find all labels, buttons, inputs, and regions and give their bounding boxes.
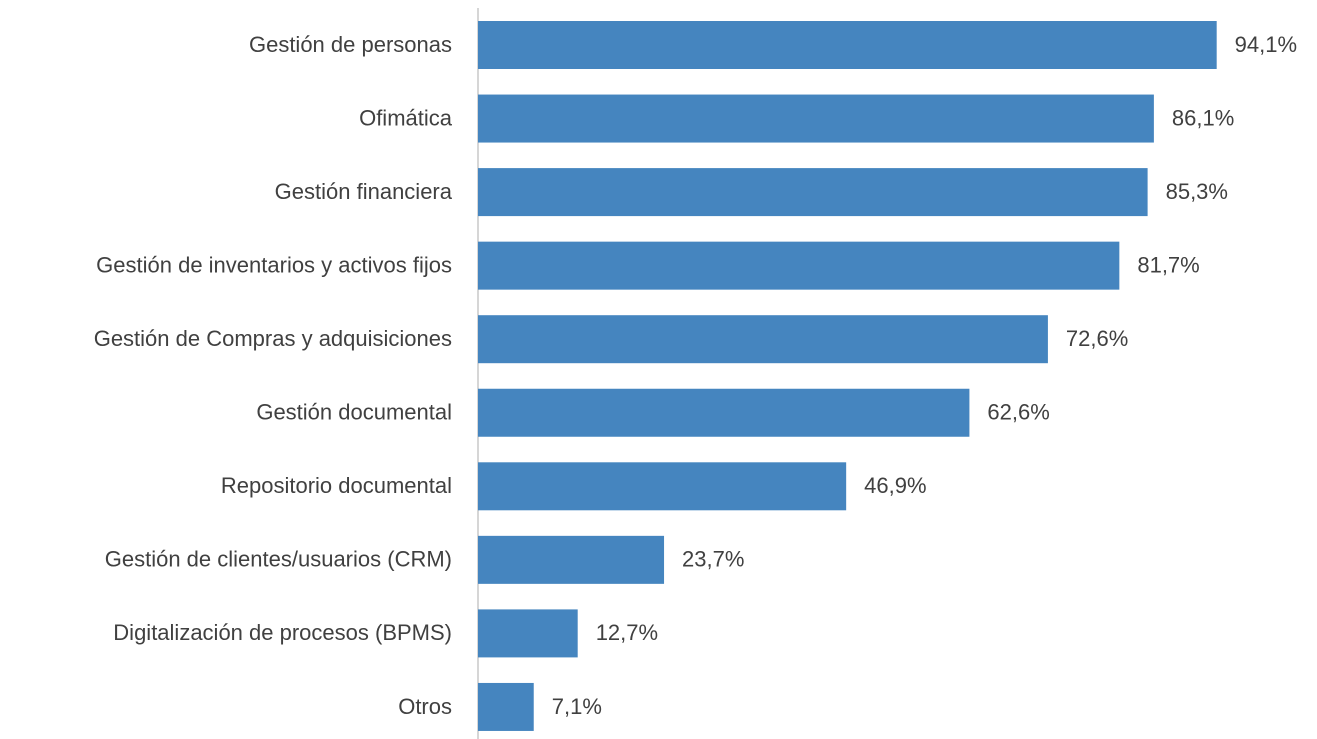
value-label: 85,3% — [1166, 179, 1228, 204]
bar — [478, 315, 1048, 364]
value-label: 94,1% — [1235, 32, 1297, 57]
category-label: Gestión de clientes/usuarios (CRM) — [105, 547, 452, 572]
category-label: Gestión de inventarios y activos fijos — [96, 252, 452, 277]
category-label: Gestión de Compras y adquisiciones — [94, 326, 452, 351]
value-label: 23,7% — [682, 547, 744, 572]
value-label: 12,7% — [596, 620, 658, 645]
value-label: 46,9% — [864, 473, 926, 498]
bar — [478, 168, 1148, 217]
value-label: 81,7% — [1137, 252, 1199, 277]
bar — [478, 682, 534, 731]
category-label: Ofimática — [359, 105, 453, 130]
value-label: 72,6% — [1066, 326, 1128, 351]
bar — [478, 535, 665, 584]
bar — [478, 241, 1120, 290]
bar — [478, 388, 970, 437]
value-label: 62,6% — [987, 400, 1049, 425]
bar — [478, 462, 847, 511]
category-label: Gestión de personas — [249, 32, 452, 57]
bar — [478, 21, 1217, 69]
bar — [478, 609, 578, 658]
category-label: Gestión documental — [256, 400, 452, 425]
category-label: Gestión financiera — [275, 179, 453, 204]
category-label: Repositorio documental — [221, 473, 452, 498]
value-label: 7,1% — [552, 694, 602, 719]
bar — [478, 94, 1154, 143]
value-label: 86,1% — [1172, 105, 1234, 130]
category-label: Otros — [398, 694, 452, 719]
category-label: Digitalización de procesos (BPMS) — [113, 620, 452, 645]
